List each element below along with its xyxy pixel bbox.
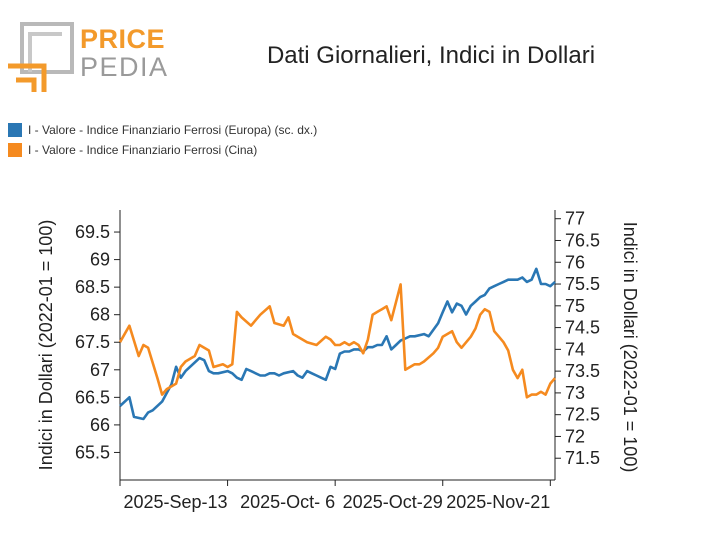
chart-legend: I - Valore - Indice Finanziario Ferrosi … [8,120,317,160]
x-tick-label: 2025-Oct-29 [343,492,443,512]
x-tick-label: 2025-Oct- 6 [240,492,335,512]
logo-mark-icon [8,22,74,92]
y-left-tick-label: 66.5 [75,387,110,407]
y-right-tick-label: 76.5 [565,230,600,250]
series-line-cina[interactable] [118,283,556,399]
y-left-tick-label: 68 [90,305,110,325]
legend-label-cina: I - Valore - Indice Finanziario Ferrosi … [28,143,258,157]
y-right-tick-label: 72 [565,426,585,446]
y-left-tick-label: 65.5 [75,442,110,462]
logo-price-text: PRICE [80,24,166,54]
y-right-tick-label: 75 [565,296,585,316]
y-right-tick-label: 76 [565,252,585,272]
y-right-tick-label: 74.5 [565,318,600,338]
y-right-tick-label: 71.5 [565,448,600,468]
y-left-tick-label: 67.5 [75,332,110,352]
y-right-tick-label: 73.5 [565,361,600,381]
chart-series [118,267,556,421]
logo-pedia-text: PEDIA [80,52,169,82]
x-tick-label: 2025-Sep-13 [123,492,227,512]
y-right-tick-label: 73 [565,383,585,403]
y-right-tick-label: 72.5 [565,405,600,425]
legend-swatch-europa [8,123,22,137]
legend-label-europa: I - Valore - Indice Finanziario Ferrosi … [28,123,318,137]
pricepedia-logo: PRICE PEDIA [8,22,168,94]
logo-mark-shapes [8,22,74,92]
y-left-tick-label: 67 [90,360,110,380]
y-left-tick-label: 69.5 [75,222,110,242]
x-tick-label: 2025-Nov-21 [446,492,550,512]
y-right-tick-label: 75.5 [565,274,600,294]
series-line-europa[interactable] [119,267,556,421]
legend-item-europa[interactable]: I - Valore - Indice Finanziario Ferrosi … [8,120,317,140]
y-left-tick-label: 66 [90,415,110,435]
y-left-tick-label: 68.5 [75,277,110,297]
y-right-tick-label: 77 [565,209,585,229]
chart-title: Dati Giornalieri, Indici in Dollari [266,42,596,69]
y-axis-left-title: Indici in Dollari (2022-01 = 100) [36,220,56,471]
legend-item-cina[interactable]: I - Valore - Indice Finanziario Ferrosi … [8,140,317,160]
y-right-tick-label: 74 [565,339,585,359]
legend-swatch-cina [8,143,22,157]
y-axis-right-title: Indici in Dollari (2022-01 = 100) [620,222,640,473]
y-left-tick-label: 69 [90,250,110,270]
chart-axes: 65.56666.56767.56868.56969.571.57272.573… [75,209,600,512]
